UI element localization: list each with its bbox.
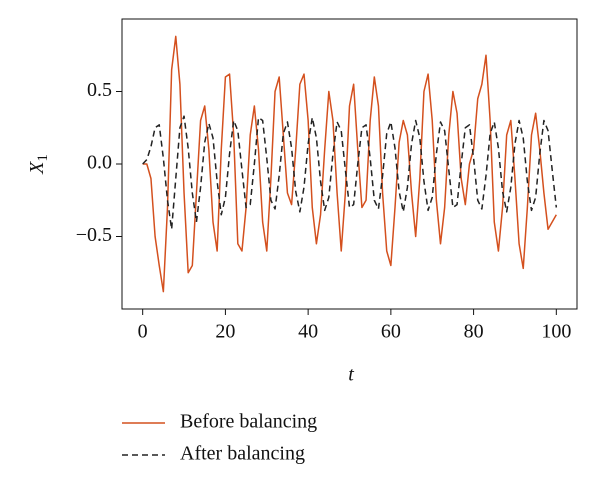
y-axis-label-subscript: 1	[35, 154, 51, 162]
y-axis-label: X1	[26, 154, 52, 175]
x-tick-label: 20	[215, 321, 235, 343]
y-tick-label: 0.0	[87, 152, 112, 174]
legend-label: After balancing	[180, 443, 305, 465]
y-axis-label-main: X	[26, 161, 48, 175]
x-tick-label: 0	[138, 321, 148, 343]
series-line	[142, 35, 557, 293]
y-tick-label: −0.5	[76, 224, 112, 246]
x-tick-label: 100	[541, 321, 571, 343]
x-tick-label: 60	[381, 321, 401, 343]
y-tick-label: 0.5	[87, 79, 112, 101]
legend-label: Before balancing	[180, 411, 317, 433]
x-tick-label: 40	[298, 321, 318, 343]
x-tick-label: 80	[464, 321, 484, 343]
x-axis-label: t	[348, 364, 354, 386]
